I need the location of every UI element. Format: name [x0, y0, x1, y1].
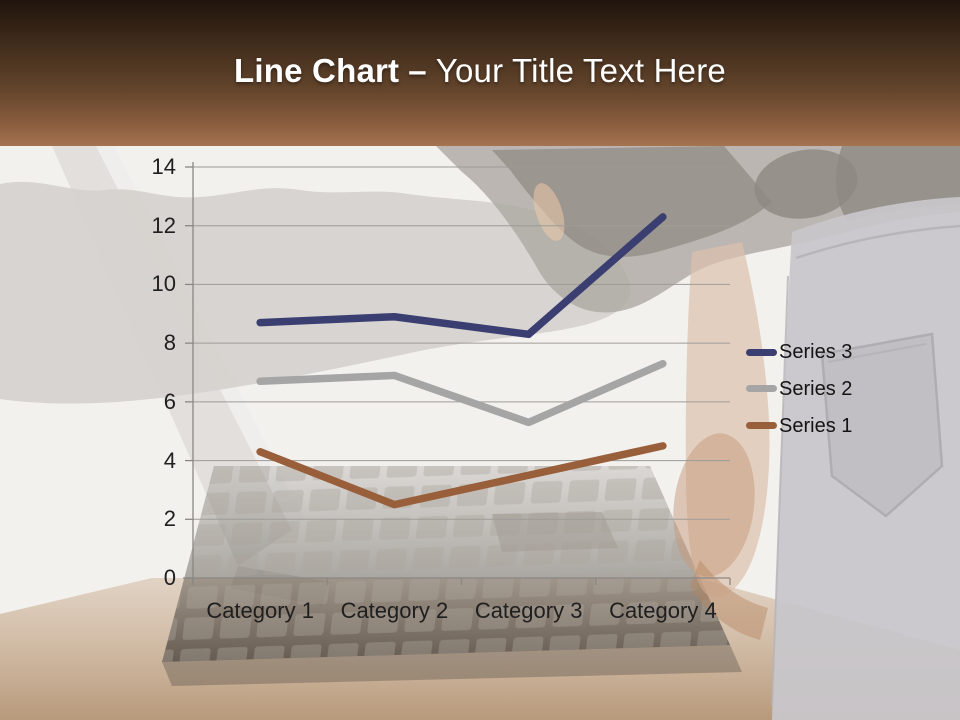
- laptop-keyboard-silhouette: [162, 466, 742, 686]
- left-arm-silhouette: [0, 181, 631, 404]
- series-line-3[interactable]: [256, 213, 667, 339]
- elbow-highlight: [533, 183, 565, 241]
- title-bold-text: Line Chart: [234, 52, 400, 89]
- title-separator: –: [408, 52, 427, 89]
- slide-title[interactable]: Line Chart – Your Title Text Here: [234, 52, 726, 90]
- series-line-2[interactable]: [256, 359, 667, 427]
- glove-silhouette: [754, 149, 858, 219]
- title-regular-text: Your Title Text Here: [435, 52, 726, 89]
- series-line-1[interactable]: [256, 442, 667, 509]
- slide-header: Line Chart – Your Title Text Here: [0, 0, 960, 146]
- jeans-silhouette: [771, 197, 960, 720]
- bare-arm-silhouette: [673, 242, 770, 640]
